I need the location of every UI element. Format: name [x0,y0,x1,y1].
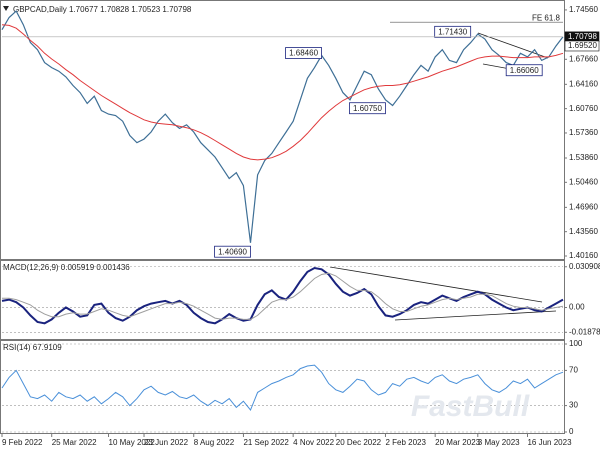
trendline [394,310,557,321]
rsi-pane [0,340,565,434]
watermark: FastBull [411,390,530,423]
series-line [1,364,564,411]
price-tag-label: 1.70798 [568,32,597,41]
y-tick-label: 100 [569,339,583,348]
x-tick-label: 23 Jun 2022 [144,438,189,447]
annotation-box [349,102,386,115]
y-tick-label: -0.018787 [569,327,600,336]
x-tick-label: 4 Nov 2022 [293,438,334,447]
pane-title: GBPCAD,Daily 1.70677 1.70828 1.70523 1.7… [13,5,192,14]
y-tick-label: 1.40160 [569,251,598,260]
annotation-box [505,64,543,77]
y-tick-label: 1.46960 [569,202,598,211]
x-tick-label: 2 Feb 2023 [385,438,426,447]
x-tick-label: 16 Jun 2023 [527,438,572,447]
annotation-label: 1.68460 [289,49,318,58]
series-line [1,24,564,161]
y-tick-label: 0 [569,427,574,436]
y-tick-label: 1.53860 [569,153,598,162]
annotation-box [434,25,472,38]
annotation-box [285,47,322,59]
x-tick-label: 20 Mar 2023 [435,438,480,447]
pane-title: RSI(14) 67.9109 [3,343,62,352]
price-tag-label: 1.69520 [568,41,597,50]
series-line [1,266,564,325]
price-tag [564,40,600,52]
trendline [329,266,543,303]
y-tick-label: 1.67660 [569,54,598,63]
y-tick-label: 1.60760 [569,104,598,113]
main-pane [0,0,565,260]
annotation-box [214,245,251,258]
fe-label: FE 61.8 [532,13,561,22]
annotation-label: 1.40690 [218,247,247,256]
y-tick-label: 1.43560 [569,227,598,236]
x-tick-label: 8 Aug 2022 [194,438,235,447]
annotation-label: 1.71430 [438,27,467,36]
menu-icon [3,6,9,11]
annotation-label: 1.66060 [510,66,539,75]
series-line [1,10,564,243]
trendline [477,32,549,59]
x-tick-label: 10 May 2022 [109,438,156,447]
series-line [2,272,564,320]
annotation-label: 1.60750 [353,104,382,113]
y-tick-label: 1.50460 [569,177,598,186]
pane-title: MACD(12,26,9) 0.005919 0.001436 [3,263,130,272]
y-tick-label: 0.00 [569,303,585,312]
x-tick-label: 3 May 2023 [478,438,520,447]
y-tick-label: 1.57360 [569,128,598,137]
y-tick-label: 70 [569,366,578,375]
y-tick-label: 1.74560 [569,5,598,14]
y-tick-label: 1.64160 [569,79,598,88]
x-tick-label: 25 Mar 2022 [52,438,97,447]
y-tick-label: 30 [569,401,578,410]
x-tick-label: 20 Dec 2022 [336,438,382,447]
y-tick-label: 0.030908 [569,262,600,271]
macd-pane [0,260,565,340]
x-tick-label: 21 Sep 2022 [243,438,289,447]
x-tick-label: 9 Feb 2022 [2,438,43,447]
